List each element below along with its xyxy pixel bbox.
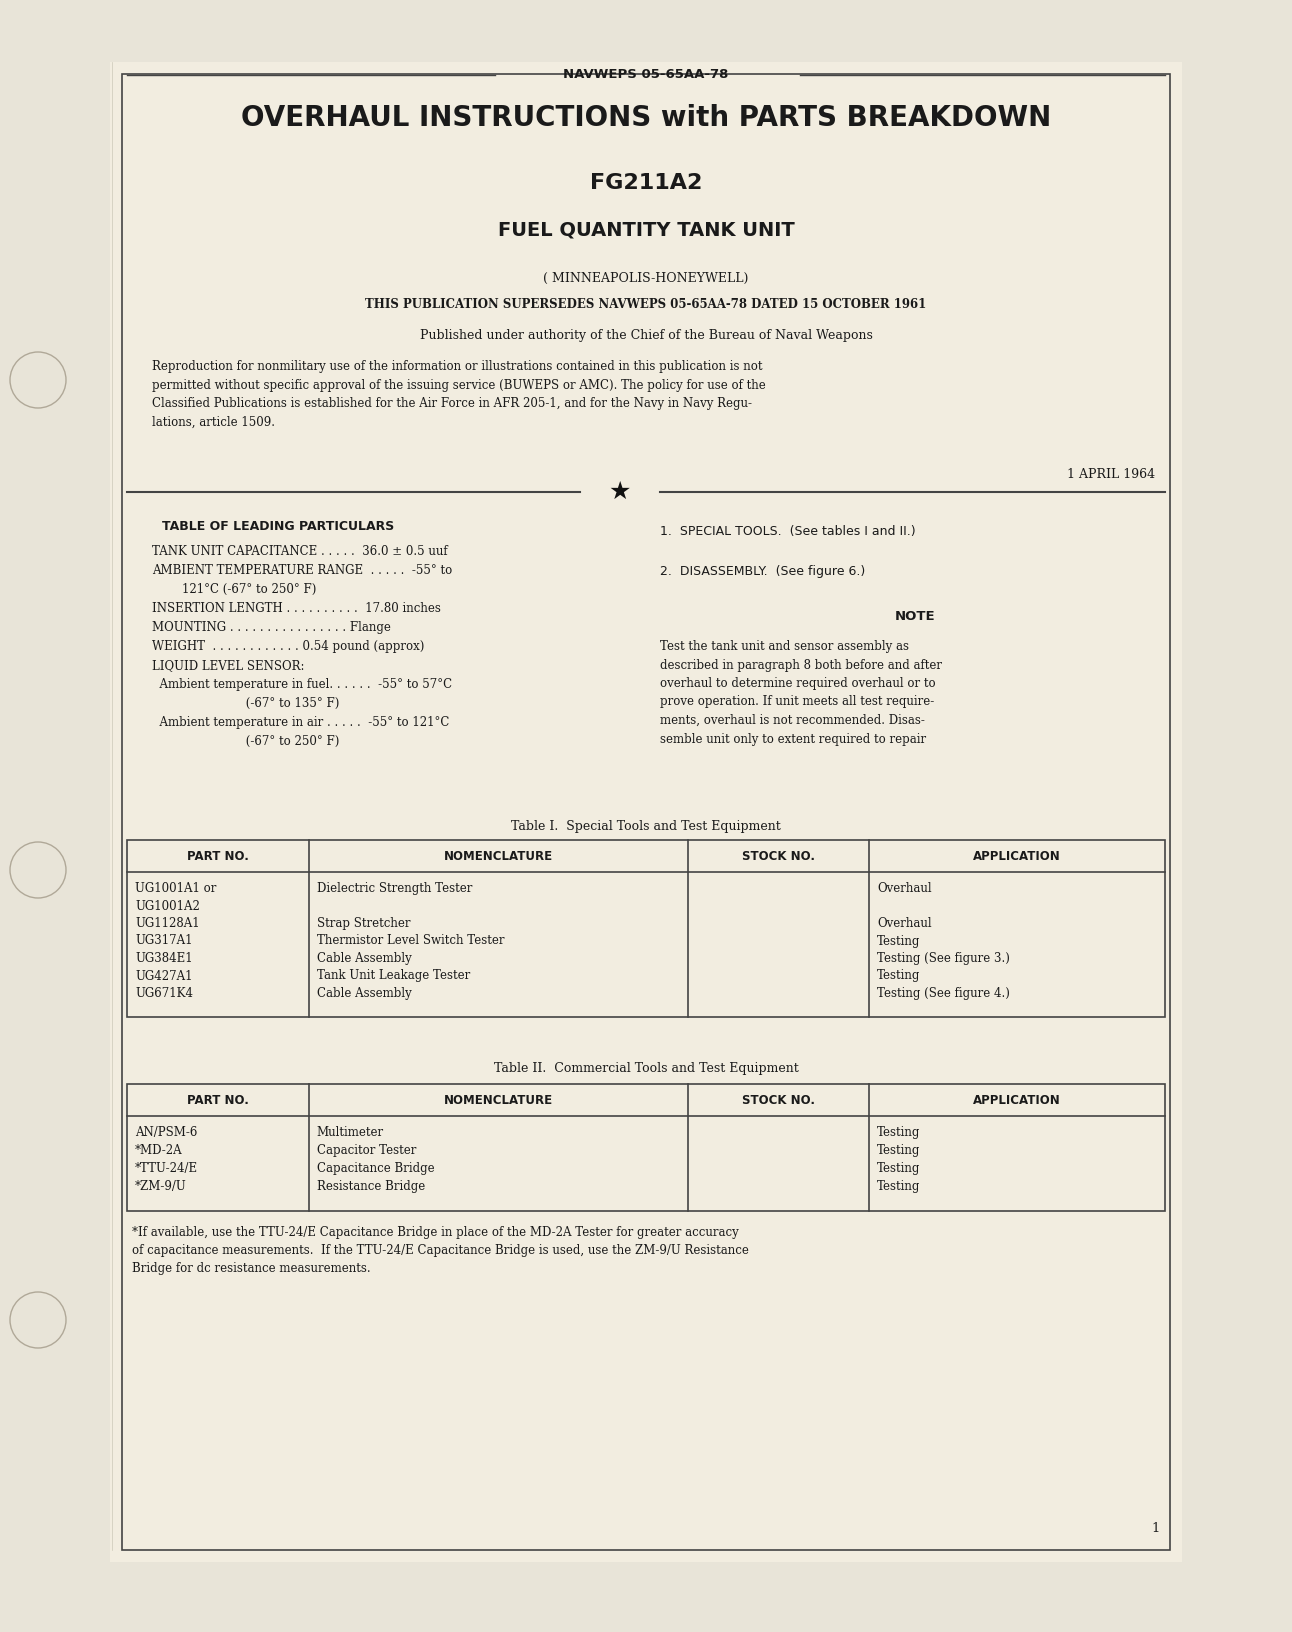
Text: Tank Unit Leakage Tester: Tank Unit Leakage Tester (317, 969, 470, 982)
Text: LIQUID LEVEL SENSOR:: LIQUID LEVEL SENSOR: (152, 659, 305, 672)
Text: NOMENCLATURE: NOMENCLATURE (443, 850, 553, 862)
Text: Ambient temperature in fuel. . . . . .  -55° to 57°C: Ambient temperature in fuel. . . . . . -… (152, 677, 452, 690)
Text: 121°C (-67° to 250° F): 121°C (-67° to 250° F) (152, 583, 317, 596)
Text: STOCK NO.: STOCK NO. (742, 1093, 815, 1106)
Text: Testing (See figure 4.): Testing (See figure 4.) (877, 987, 1010, 1000)
Text: Testing: Testing (877, 1180, 920, 1193)
Text: Multimeter: Multimeter (317, 1126, 384, 1139)
Text: NOTE: NOTE (894, 610, 935, 623)
Text: Table II.  Commercial Tools and Test Equipment: Table II. Commercial Tools and Test Equi… (494, 1062, 798, 1075)
Text: Reproduction for nonmilitary use of the information or illustrations contained i: Reproduction for nonmilitary use of the … (152, 361, 766, 429)
Text: Overhaul: Overhaul (877, 881, 932, 894)
Text: *If available, use the TTU-24/E Capacitance Bridge in place of the MD-2A Tester : *If available, use the TTU-24/E Capacita… (132, 1226, 749, 1275)
Text: (-67° to 250° F): (-67° to 250° F) (152, 734, 340, 747)
Text: PART NO.: PART NO. (187, 1093, 249, 1106)
Text: UG671K4: UG671K4 (134, 987, 193, 1000)
Text: Cable Assembly: Cable Assembly (317, 951, 411, 965)
Text: FUEL QUANTITY TANK UNIT: FUEL QUANTITY TANK UNIT (497, 220, 795, 240)
Text: STOCK NO.: STOCK NO. (742, 850, 815, 862)
Text: ★: ★ (609, 480, 632, 504)
Text: AMBIENT TEMPERATURE RANGE  . . . . .  -55° to: AMBIENT TEMPERATURE RANGE . . . . . -55°… (152, 565, 452, 578)
Text: PART NO.: PART NO. (187, 850, 249, 862)
Text: NAVWEPS 05-65AA-78: NAVWEPS 05-65AA-78 (563, 69, 729, 82)
Text: FG211A2: FG211A2 (590, 173, 702, 193)
Text: 1.  SPECIAL TOOLS.  (See tables I and II.): 1. SPECIAL TOOLS. (See tables I and II.) (660, 526, 916, 539)
Text: *MD-2A: *MD-2A (134, 1144, 182, 1157)
Text: OVERHAUL INSTRUCTIONS with PARTS BREAKDOWN: OVERHAUL INSTRUCTIONS with PARTS BREAKDO… (240, 104, 1052, 132)
Text: 2.  DISASSEMBLY.  (See figure 6.): 2. DISASSEMBLY. (See figure 6.) (660, 565, 866, 578)
Text: Testing (See figure 3.): Testing (See figure 3.) (877, 951, 1010, 965)
Text: Testing: Testing (877, 1162, 920, 1175)
Text: Testing: Testing (877, 1144, 920, 1157)
Bar (121, 73, 1171, 1550)
Text: Capacitor Tester: Capacitor Tester (317, 1144, 416, 1157)
Text: UG317A1: UG317A1 (134, 935, 193, 948)
Text: Testing: Testing (877, 1126, 920, 1139)
Text: 1 APRIL 1964: 1 APRIL 1964 (1067, 468, 1155, 481)
Text: Overhaul: Overhaul (877, 917, 932, 930)
Text: MOUNTING . . . . . . . . . . . . . . . . Flange: MOUNTING . . . . . . . . . . . . . . . .… (152, 622, 391, 633)
Text: UG1001A1 or: UG1001A1 or (134, 881, 216, 894)
Text: Dielectric Strength Tester: Dielectric Strength Tester (317, 881, 472, 894)
Text: Testing: Testing (877, 969, 920, 982)
Text: *TTU-24/E: *TTU-24/E (134, 1162, 198, 1175)
Text: WEIGHT  . . . . . . . . . . . . 0.54 pound (approx): WEIGHT . . . . . . . . . . . . 0.54 poun… (152, 640, 424, 653)
Bar (110, 62, 1182, 1562)
Text: *ZM-9/U: *ZM-9/U (134, 1180, 187, 1193)
Text: Test the tank unit and sensor assembly as
described in paragraph 8 both before a: Test the tank unit and sensor assembly a… (660, 640, 942, 746)
Text: Capacitance Bridge: Capacitance Bridge (317, 1162, 434, 1175)
Bar (127, 840, 1165, 1017)
Text: 1: 1 (1151, 1523, 1160, 1536)
Text: Table I.  Special Tools and Test Equipment: Table I. Special Tools and Test Equipmen… (512, 819, 780, 832)
Text: AN/PSM-6: AN/PSM-6 (134, 1126, 198, 1139)
Bar (127, 1084, 1165, 1211)
Text: APPLICATION: APPLICATION (973, 850, 1061, 862)
Text: TANK UNIT CAPACITANCE . . . . .  36.0 ± 0.5 uuf: TANK UNIT CAPACITANCE . . . . . 36.0 ± 0… (152, 545, 447, 558)
Text: UG427A1: UG427A1 (134, 969, 193, 982)
Circle shape (10, 842, 66, 898)
Text: Cable Assembly: Cable Assembly (317, 987, 411, 1000)
Text: ( MINNEAPOLIS-HONEYWELL): ( MINNEAPOLIS-HONEYWELL) (544, 271, 748, 284)
Text: UG1001A2: UG1001A2 (134, 899, 200, 912)
Text: UG1128A1: UG1128A1 (134, 917, 200, 930)
Text: THIS PUBLICATION SUPERSEDES NAVWEPS 05-65AA-78 DATED 15 OCTOBER 1961: THIS PUBLICATION SUPERSEDES NAVWEPS 05-6… (366, 299, 926, 312)
Text: INSERTION LENGTH . . . . . . . . . .  17.80 inches: INSERTION LENGTH . . . . . . . . . . 17.… (152, 602, 441, 615)
Circle shape (10, 1293, 66, 1348)
Text: Resistance Bridge: Resistance Bridge (317, 1180, 425, 1193)
Text: NOMENCLATURE: NOMENCLATURE (443, 1093, 553, 1106)
Text: Strap Stretcher: Strap Stretcher (317, 917, 410, 930)
Text: Testing: Testing (877, 935, 920, 948)
Text: Thermistor Level Switch Tester: Thermistor Level Switch Tester (317, 935, 504, 948)
Text: UG384E1: UG384E1 (134, 951, 193, 965)
Circle shape (10, 353, 66, 408)
Text: Published under authority of the Chief of the Bureau of Naval Weapons: Published under authority of the Chief o… (420, 328, 872, 341)
Text: (-67° to 135° F): (-67° to 135° F) (152, 697, 340, 710)
Text: TABLE OF LEADING PARTICULARS: TABLE OF LEADING PARTICULARS (162, 521, 394, 534)
Text: Ambient temperature in air . . . . .  -55° to 121°C: Ambient temperature in air . . . . . -55… (152, 716, 450, 730)
Text: APPLICATION: APPLICATION (973, 1093, 1061, 1106)
